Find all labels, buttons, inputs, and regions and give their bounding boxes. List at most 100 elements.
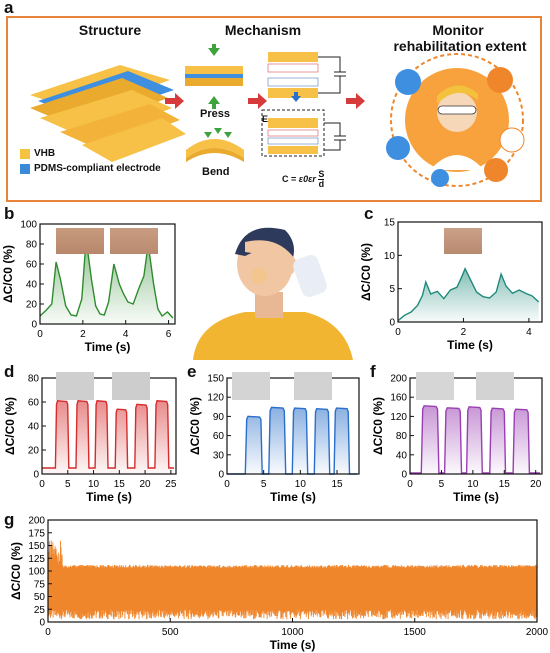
chart-e-xtick-label: 15: [331, 479, 343, 490]
face-photo-open: [56, 228, 104, 254]
chart-b-ytick-label: 60: [26, 260, 38, 271]
chart-e-xlabel: Time (s): [270, 490, 316, 504]
chart-e-ytick-label: 0: [218, 470, 224, 481]
panel-label-a: a: [4, 0, 14, 17]
wrist-photo-straight: [232, 372, 270, 400]
chart-b-xtick-label: 2: [80, 329, 86, 340]
hand-photo-open: [416, 372, 454, 400]
formula-coefficient: ε0εr: [298, 173, 316, 184]
chart-g-ytick-label: 175: [28, 528, 45, 539]
layered-structure-illustration: [30, 65, 186, 162]
chart-e-ytick-label: 150: [207, 374, 224, 385]
chart-g-ytick-label: 25: [34, 605, 46, 616]
chart-g-ytick-label: 150: [28, 541, 45, 552]
chart-c-xtick-label: 4: [526, 327, 532, 338]
chart-d-line: [42, 400, 174, 469]
chart-g-band: [48, 572, 537, 611]
chart-f-xtick-label: 15: [499, 479, 511, 490]
chart-e-area: [227, 407, 357, 474]
patient-illustration: [193, 227, 353, 360]
chart-d-ylabel: ΔC/C0 (%): [3, 397, 17, 455]
chart-b-line: [39, 238, 174, 319]
legend-swatch: [20, 163, 30, 174]
chart-c-area: [398, 268, 539, 322]
chart-c-ytick-label: 10: [384, 251, 396, 262]
chart-g-xtick-label: 0: [45, 627, 51, 638]
bend-label: Bend: [202, 166, 230, 178]
chart-d-ytick-label: 80: [28, 374, 40, 385]
panel-a-illustration: [30, 44, 525, 187]
chart-d-xtick-label: 0: [39, 479, 45, 490]
chart-e-ytick-label: 60: [213, 431, 225, 442]
mechanism-title: Mechanism: [224, 22, 302, 38]
monitor-title-line1: Monitor: [432, 22, 484, 38]
chart-b-ytick-label: 100: [20, 220, 37, 231]
formula-numerator: S: [318, 169, 325, 180]
chart-f-xtick-label: 0: [407, 479, 413, 490]
chart-f-area: [410, 405, 540, 474]
chart-e-xtick-label: 10: [295, 479, 307, 490]
chart-b-ytick-label: 80: [26, 240, 38, 251]
chart-d-xtick-label: 20: [140, 479, 152, 490]
panel-label-d: d: [4, 362, 15, 381]
press-label: Press: [200, 108, 230, 120]
chart-c-line: [397, 266, 540, 322]
chart-f-line: [410, 405, 540, 474]
flow-arrow-icon: [165, 93, 184, 109]
face-photo-c: [444, 228, 482, 254]
panel-label-c: c: [364, 204, 374, 223]
flow-arrow-icon: [248, 93, 267, 109]
formula-denominator: d: [318, 179, 325, 189]
chart-g-ylabel: ΔC/C0 (%): [9, 542, 23, 600]
formula-prefix: C =: [282, 173, 297, 184]
legend-entry-vhb: VHB: [20, 148, 161, 159]
chart-f-ytick-label: 80: [396, 431, 408, 442]
chart-b-ylabel: ΔC/C0 (%): [1, 245, 15, 303]
chart-d-ytick-label: 40: [28, 422, 40, 433]
legend-swatch: [20, 148, 30, 159]
chart-f-ylabel: ΔC/C0 (%): [371, 397, 385, 455]
hand-photo-fist: [476, 372, 514, 400]
chart-f-xlabel: Time (s): [453, 490, 499, 504]
chart-d-xtick-label: 5: [65, 479, 71, 490]
legend-label: PDMS-compliant electrode: [34, 163, 161, 174]
arm-photo-bent: [112, 372, 150, 400]
chart-b-area: [40, 239, 173, 324]
chart-f-ytick-label: 40: [396, 450, 408, 461]
formula-fraction: S d: [318, 169, 325, 189]
face-photo-closed: [110, 228, 158, 254]
capacitor-schematic-bottom: [261, 109, 346, 157]
flow-arrow-icon: [346, 93, 365, 109]
chart-b-frame: [39, 223, 176, 325]
chart-e-line: [227, 406, 357, 475]
legend: VHB PDMS-compliant electrode: [20, 148, 161, 174]
chart-c-ytick-label: 0: [389, 318, 395, 329]
chart-g-xtick-label: 500: [162, 627, 179, 638]
monitor-illustration: [386, 53, 525, 187]
chart-f-xtick-label: 20: [530, 479, 542, 490]
chart-d: 0 5 10 15 20 25 0 20 40 60 80 Time (s) ΔC/C0 (%): [3, 374, 177, 505]
chart-e-ytick-label: 30: [213, 450, 225, 461]
chart-g-ytick-label: 50: [34, 592, 46, 603]
chart-f-xtick-label: 10: [467, 479, 479, 490]
legend-entry-pdms: PDMS-compliant electrode: [20, 163, 161, 174]
panel-label-g: g: [4, 510, 15, 529]
chart-f-ytick-label: 0: [401, 470, 407, 481]
chart-g: 0 500 1000 1500 20000255075100125150175200Ti…: [9, 516, 549, 653]
panel-label-f: f: [370, 362, 376, 381]
arm-photo-straight: [56, 372, 94, 400]
panel-label-b: b: [4, 204, 15, 223]
chart-f-ytick-label: 160: [390, 393, 407, 404]
chart-g-ytick-label: 0: [39, 618, 45, 629]
chart-d-xtick-label: 10: [88, 479, 100, 490]
bend-illustration: [186, 128, 244, 162]
chart-g-ytick-label: 200: [28, 516, 45, 527]
chart-e-ylabel: ΔC/C0 (%): [188, 397, 202, 455]
chart-e-xtick-label: 5: [261, 479, 267, 490]
wrist-photo-bent: [294, 372, 332, 400]
legend-label: VHB: [34, 148, 56, 159]
chart-d-xtick-label: 25: [165, 479, 177, 490]
chart-c-xtick-label: 2: [461, 327, 467, 338]
chart-g-ytick-label: 100: [28, 567, 45, 578]
